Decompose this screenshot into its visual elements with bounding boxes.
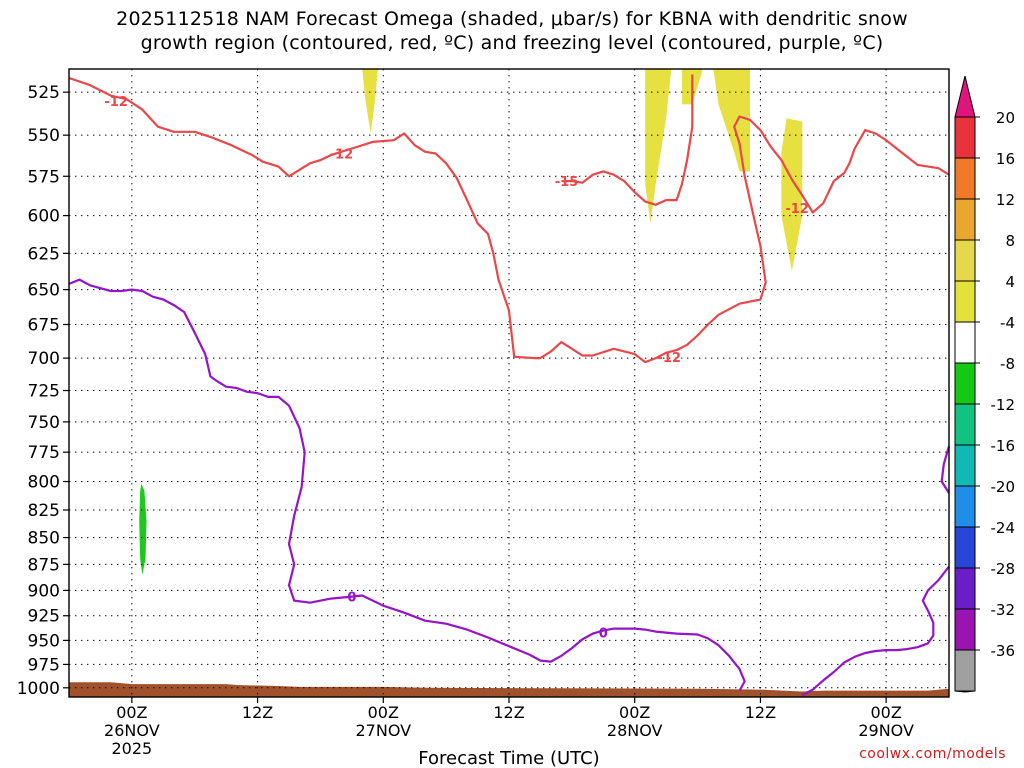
chart-title-line-1: 2025112518 NAM Forecast Omega (shaded, μ…: [116, 8, 908, 30]
colorbar-segment: [954, 649, 976, 692]
x-tick-label: 00Z: [619, 703, 650, 722]
colorbar-label: -36: [991, 642, 1016, 660]
y-tick-label: 775: [28, 443, 60, 463]
y-tick-label: 850: [28, 529, 60, 549]
x-tick-label: 2025: [111, 739, 152, 758]
y-tick-label: 1000: [17, 679, 60, 699]
y-tick-label: 800: [28, 473, 60, 493]
colorbar-top-arrow: [954, 75, 976, 118]
grid-layer: [69, 69, 949, 697]
colorbar-segment: [954, 157, 976, 200]
omega-shade-region-4: [781, 118, 803, 271]
colorbar-label: -24: [991, 519, 1016, 537]
contour-line-0-3: [801, 565, 950, 697]
y-tick-label: 825: [28, 501, 60, 521]
y-tick-label: 625: [28, 244, 60, 264]
colorbar-segment: [954, 485, 976, 528]
contour-label: -12: [658, 351, 682, 366]
y-tick-label: 650: [28, 281, 60, 301]
y-tick-label: 575: [28, 167, 60, 187]
colorbar-label: -8: [1000, 355, 1015, 373]
omega-shade-region-1: [645, 69, 672, 224]
colorbar-label: 4: [1005, 273, 1015, 291]
x-tick-label: 00Z: [116, 703, 147, 722]
contour-label: -12: [785, 202, 809, 217]
source-credit: coolwx.com/models: [859, 746, 1006, 762]
colorbar-segment: [954, 321, 976, 364]
colorbar-segment: [954, 362, 976, 405]
terrain-layer: [69, 682, 949, 697]
colorbar-segment: [954, 608, 976, 651]
colorbar-label: -20: [991, 478, 1016, 496]
y-tick-label: 700: [28, 349, 60, 369]
contour-line-0-2: [68, 278, 746, 692]
colorbar-label: 16: [996, 150, 1015, 168]
colorbar-segment: [954, 116, 976, 159]
colorbar-label: -4: [1000, 314, 1015, 332]
y-tick-label: 550: [28, 126, 60, 146]
colorbar-segment: [954, 280, 976, 323]
y-tick-label: 900: [28, 581, 60, 601]
colorbar-segment: [954, 444, 976, 487]
x-tick-label: 27NOV: [355, 721, 411, 740]
colorbar: 20 16 12 8 4 -4 -8 -12 -16 -20 -24 -28 -32 -36: [954, 75, 1016, 693]
y-tick-label: 925: [28, 607, 60, 627]
x-tick-label: 00Z: [870, 703, 901, 722]
x-tick-label: 29NOV: [858, 721, 914, 740]
contour-line--12-0: [68, 76, 950, 364]
y-tick-label: 975: [28, 655, 60, 675]
y-tick-label: 725: [28, 382, 60, 402]
colorbar-label: -16: [991, 437, 1016, 455]
contour-lines-layer: [68, 74, 951, 697]
y-tick-label: 600: [28, 207, 60, 227]
plot-frame: [68, 68, 950, 698]
contour-labels-layer: -12 -12 -15 -12 -12 0 0: [104, 95, 808, 642]
y-axis-ticks: 525 550 575 600 625 650 675 700 725 750 775 800 825 8…: [17, 83, 69, 699]
colorbar-label: 20: [996, 109, 1015, 127]
contour-label: -12: [330, 147, 354, 162]
y-tick-label: 875: [28, 555, 60, 575]
colorbar-label: -32: [991, 601, 1016, 619]
omega-shade-region-3: [713, 69, 750, 172]
omega-shading-layer: [139, 69, 803, 575]
y-tick-label: 675: [28, 315, 60, 335]
colorbar-segment: [954, 239, 976, 282]
colorbar-label: -12: [991, 396, 1016, 414]
x-tick-label: 00Z: [368, 703, 399, 722]
x-tick-label: 12Z: [242, 703, 273, 722]
colorbar-segment: [954, 526, 976, 569]
x-axis-label: Forecast Time (UTC): [418, 748, 599, 768]
contour-line--12-1: [561, 74, 694, 206]
x-tick-label: 12Z: [493, 703, 524, 722]
omega-shade-region-5: [139, 483, 147, 575]
contour-line-0-4: [940, 445, 951, 494]
colorbar-segment: [954, 403, 976, 446]
x-tick-label: 12Z: [745, 703, 776, 722]
omega-shade-region-0: [362, 69, 378, 134]
y-tick-label: 750: [28, 413, 60, 433]
colorbar-segment: [954, 567, 976, 610]
colorbar-label: 12: [996, 191, 1015, 209]
chart-title-line-2: growth region (contoured, red, ºC) and f…: [140, 32, 884, 54]
y-tick-label: 950: [28, 631, 60, 651]
terrain-fill: [69, 682, 949, 697]
y-tick-label: 525: [28, 83, 60, 103]
colorbar-label: -28: [991, 560, 1016, 578]
x-tick-label: 28NOV: [607, 721, 663, 740]
colorbar-label: 8: [1005, 232, 1015, 250]
contour-label: 0: [347, 591, 356, 606]
contour-label: -12: [104, 95, 128, 110]
colorbar-segment: [954, 198, 976, 241]
colorbar-bottom-arrow: [954, 690, 976, 693]
contour-label: 0: [599, 627, 608, 642]
x-tick-label: 26NOV: [104, 721, 160, 740]
contour-label: -15: [555, 175, 579, 190]
